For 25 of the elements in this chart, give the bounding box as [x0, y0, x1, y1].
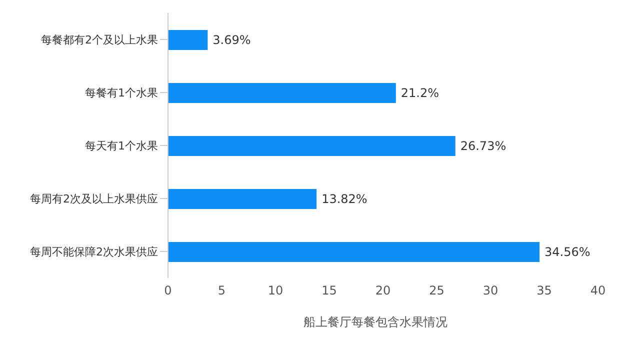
x-tick-label: 0	[164, 284, 172, 298]
y-tick-label: 每天有1个水果	[85, 139, 158, 152]
data-label: 26.73%	[460, 139, 506, 153]
data-label: 3.69%	[212, 33, 251, 47]
x-tick-label: 40	[590, 284, 606, 298]
x-tick-label: 30	[482, 284, 498, 298]
data-label: 34.56%	[544, 245, 590, 259]
y-tick-label: 每周有2次及以上水果供应	[30, 192, 158, 206]
x-tick-label: 35	[536, 284, 552, 298]
bar	[168, 242, 540, 262]
bar	[168, 136, 456, 156]
bar	[168, 83, 396, 103]
bar	[168, 189, 317, 209]
bar	[168, 30, 208, 50]
x-tick-label: 25	[429, 284, 444, 298]
text: 船上餐厅每餐包含水果情况	[302, 314, 448, 331]
data-label: 13.82%	[322, 192, 368, 206]
x-tick-label: 15	[322, 284, 337, 298]
x-tick-label: 5	[218, 284, 226, 298]
x-tick-label: 10	[268, 284, 284, 298]
data-label: 21.2%	[400, 86, 440, 100]
y-tick-label: 每餐有1个水果	[85, 86, 158, 100]
y-tick-label: 每餐都有2个及以上水果	[41, 33, 158, 46]
x-tick-label: 20	[375, 284, 391, 298]
y-tick-label: 每周不能保障2次水果供应	[30, 245, 158, 258]
